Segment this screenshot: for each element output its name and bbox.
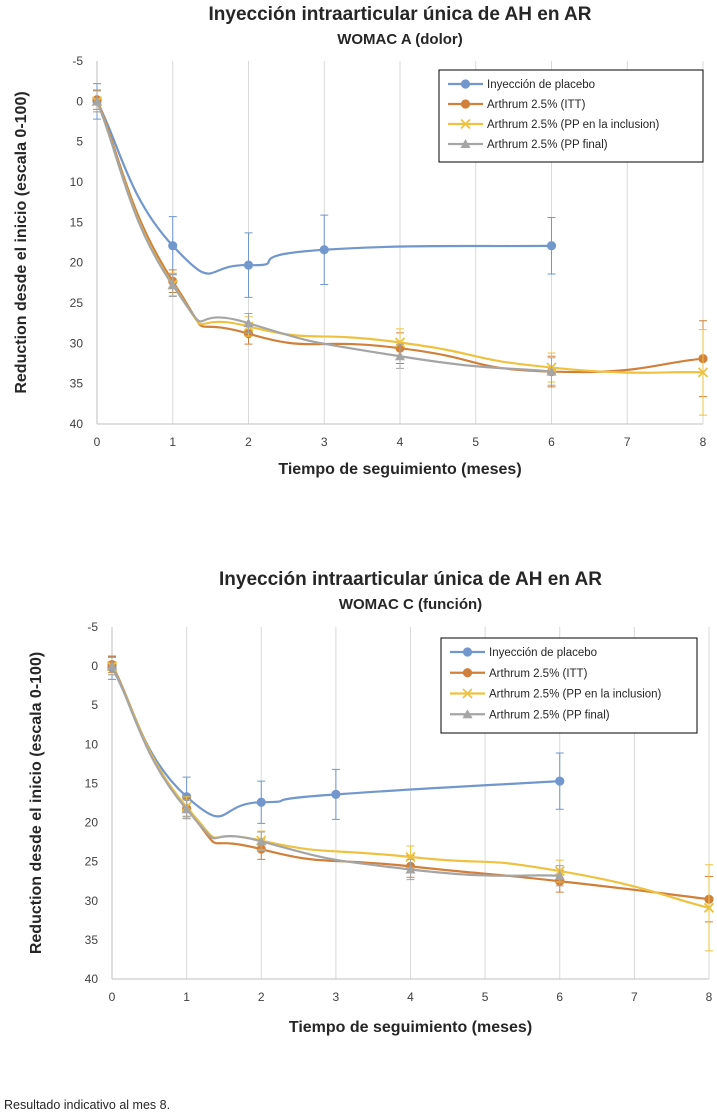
data-point — [703, 902, 715, 913]
x-tick-label: 8 — [700, 435, 707, 449]
chart-subtitle: WOMAC C (función) — [339, 596, 482, 613]
legend-swatch-marker — [460, 99, 471, 109]
legend-swatch-marker — [462, 709, 473, 719]
y-tick-label: 15 — [70, 215, 84, 229]
x-tick-label: 6 — [548, 435, 555, 449]
legend-label: Arthrum 2.5% (PP final) — [489, 709, 610, 721]
series-line — [111, 665, 710, 909]
data-point — [256, 836, 267, 846]
chart-subtitle: WOMAC A (dolor) — [337, 31, 463, 48]
x-tick-label: 5 — [482, 990, 489, 1004]
data-point — [554, 870, 565, 880]
legend-label: Arthrum 2.5% (PP en la inclusion) — [489, 689, 662, 701]
data-point — [395, 351, 405, 361]
y-tick-label: 20 — [70, 256, 84, 270]
legend-swatch-marker — [462, 688, 473, 699]
x-axis-label: Tiempo de seguimiento (meses) — [289, 1019, 532, 1036]
series-line — [95, 100, 552, 373]
x-tick-label: 5 — [472, 435, 479, 449]
x-tick-label: 2 — [258, 990, 265, 1004]
y-tick-label: 5 — [76, 135, 83, 149]
legend-box — [438, 69, 704, 163]
x-tick-label: 4 — [397, 435, 404, 449]
y-tick-label: 30 — [70, 336, 84, 350]
y-tick-label: 0 — [91, 659, 98, 673]
legend-swatch-marker — [460, 79, 471, 89]
y-tick-label: 20 — [85, 816, 99, 830]
data-point — [181, 804, 192, 814]
y-tick-label: 35 — [85, 933, 99, 947]
data-point — [394, 337, 406, 348]
data-point — [546, 241, 557, 251]
y-tick-label: 40 — [85, 972, 99, 986]
y-tick-label: 10 — [70, 175, 84, 189]
data-point — [167, 280, 178, 290]
data-point — [546, 366, 557, 376]
series-line — [111, 667, 560, 818]
series-1 — [92, 83, 557, 298]
y-tick-label: 25 — [85, 855, 99, 869]
data-point — [555, 776, 565, 786]
legend-label: Arthrum 2.5% (PP final) — [487, 139, 608, 151]
x-tick-label: 0 — [109, 990, 116, 1004]
legend-swatch-marker — [460, 118, 471, 130]
legend-label: Arthrum 2.5% (ITT) — [489, 668, 588, 680]
y-tick-label: 5 — [91, 698, 98, 712]
y-tick-label: 15 — [85, 776, 99, 790]
data-point — [168, 241, 178, 251]
y-axis-label: Reduction desde el inicio (escala 0-100) — [28, 652, 45, 954]
data-point — [92, 96, 102, 106]
legend: Inyección de placebo Arthrum 2.5% (ITT) Ar… — [438, 69, 704, 163]
x-tick-label: 4 — [407, 990, 414, 1004]
chart-1: Inyección intraarticular única de AH en … — [13, 4, 709, 478]
y-tick-label: 10 — [85, 737, 99, 751]
chart-title: Inyección intraarticular única de AH en … — [219, 569, 602, 590]
data-point — [697, 367, 709, 378]
legend-label: Arthrum 2.5% (ITT) — [487, 99, 586, 111]
series-4 — [107, 657, 565, 887]
data-point — [243, 260, 254, 270]
data-point — [331, 789, 341, 799]
data-point — [319, 245, 329, 255]
data-point — [405, 851, 416, 863]
legend-swatch-marker — [462, 668, 473, 678]
series-4 — [92, 90, 557, 386]
legend-label: Arthrum 2.5% (PP en la inclusion) — [487, 119, 660, 131]
legend-box — [440, 637, 698, 734]
legend-swatch-marker — [462, 647, 473, 657]
legend: Inyección de placebo Arthrum 2.5% (ITT) Ar… — [440, 637, 698, 734]
y-tick-label: -5 — [72, 54, 83, 68]
legend-label: Inyección de placebo — [489, 647, 597, 659]
chart-title: Inyección intraarticular única de AH en … — [209, 4, 592, 25]
x-tick-label: 1 — [169, 435, 176, 449]
y-tick-label: 25 — [70, 296, 84, 310]
data-point — [243, 318, 254, 328]
y-tick-label: 40 — [70, 417, 84, 431]
x-tick-label: 8 — [706, 990, 713, 1004]
x-tick-label: 6 — [556, 990, 563, 1004]
series-line — [96, 100, 552, 275]
data-point — [256, 797, 266, 807]
data-point — [107, 661, 117, 671]
x-tick-label: 2 — [245, 435, 252, 449]
footnote: Resultado indicativo al mes 8. — [4, 1098, 171, 1112]
y-tick-label: 0 — [76, 94, 83, 108]
chart-2: Inyección intraarticular única de AH en … — [28, 569, 715, 1036]
legend-label: Inyección de placebo — [487, 79, 595, 91]
x-tick-label: 7 — [624, 435, 631, 449]
x-axis-label: Tiempo de seguimiento (meses) — [278, 461, 521, 478]
y-axis-label: Reduction desde el inicio (escala 0-100) — [13, 91, 30, 393]
x-tick-label: 3 — [321, 435, 328, 449]
x-tick-label: 3 — [333, 990, 340, 1004]
x-tick-label: 7 — [631, 990, 638, 1004]
legend-swatch-marker — [460, 139, 471, 148]
x-tick-label: 0 — [94, 435, 101, 449]
y-tick-label: 35 — [70, 377, 84, 391]
series-line — [95, 99, 704, 374]
data-point — [405, 864, 416, 874]
x-tick-label: 1 — [183, 990, 190, 1004]
y-tick-label: 30 — [85, 894, 99, 908]
y-tick-label: -5 — [87, 620, 98, 634]
